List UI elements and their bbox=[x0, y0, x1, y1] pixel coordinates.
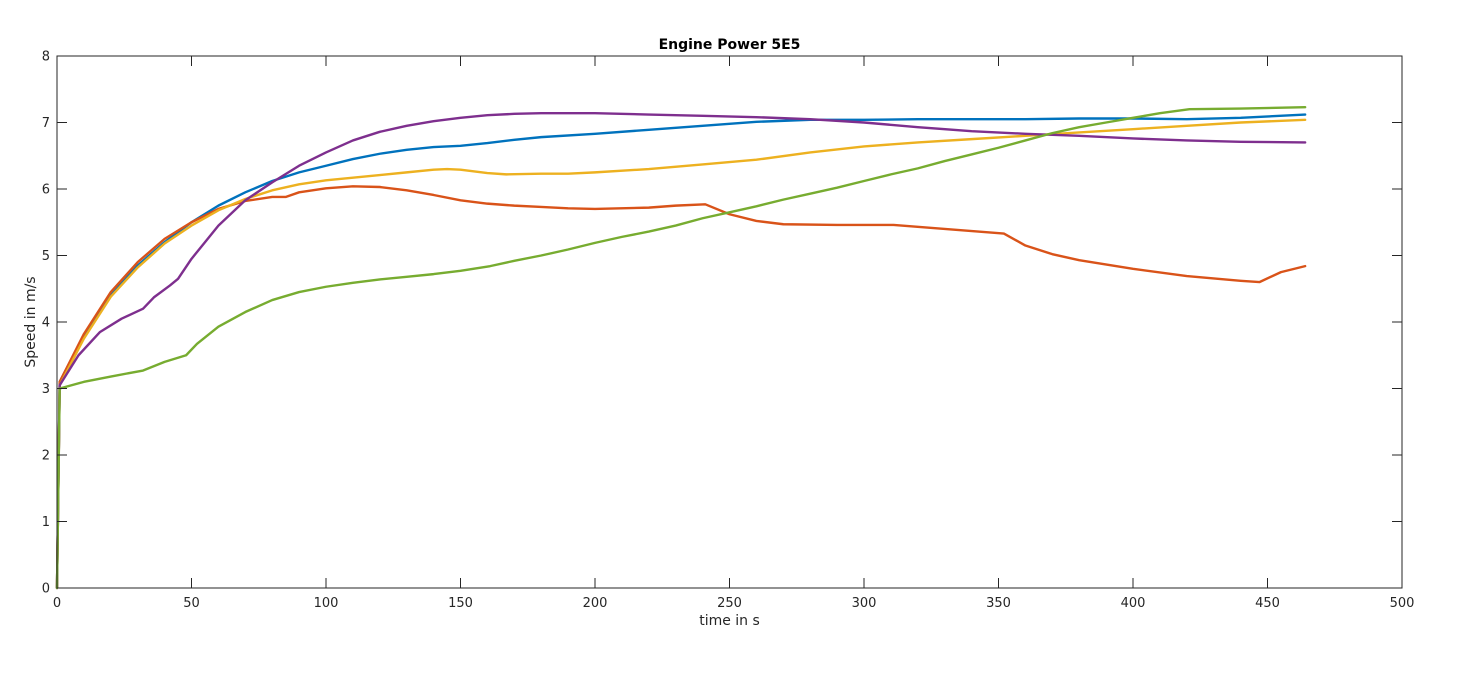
series-line-1 bbox=[55, 113, 1307, 590]
series-line-2 bbox=[55, 185, 1307, 590]
y-tick-label: 2 bbox=[42, 449, 50, 464]
x-axis-ticks: 0 50 100 150 200 250 300 350 400 450 500 bbox=[53, 56, 1415, 611]
y-tick-label: 6 bbox=[42, 183, 50, 198]
x-tick-label: 100 bbox=[314, 596, 339, 611]
y-tick-label: 7 bbox=[42, 116, 50, 131]
plot-area bbox=[57, 56, 1402, 588]
y-tick-label: 4 bbox=[42, 316, 50, 331]
x-tick-label: 200 bbox=[583, 596, 608, 611]
x-tick-label: 350 bbox=[986, 596, 1011, 611]
x-tick-label: 0 bbox=[53, 596, 61, 611]
x-tick-label: 250 bbox=[717, 596, 742, 611]
x-tick-label: 50 bbox=[183, 596, 200, 611]
chart-title: Engine Power 5E5 bbox=[659, 37, 801, 53]
y-axis-label: Speed in m/s bbox=[23, 276, 39, 367]
series-line-3 bbox=[55, 118, 1307, 590]
y-axis-ticks: 0 1 2 3 4 5 6 7 8 bbox=[42, 50, 1402, 597]
x-tick-label: 500 bbox=[1390, 596, 1415, 611]
x-tick-label: 150 bbox=[448, 596, 473, 611]
x-tick-label: 400 bbox=[1121, 596, 1146, 611]
y-tick-label: 5 bbox=[42, 249, 50, 264]
x-axis-label: time in s bbox=[699, 613, 760, 629]
series-line-4 bbox=[55, 111, 1307, 590]
y-tick-label: 1 bbox=[42, 515, 50, 530]
y-tick-label: 8 bbox=[42, 50, 50, 65]
y-tick-label: 3 bbox=[42, 382, 50, 397]
series-line-5 bbox=[55, 105, 1307, 590]
x-tick-label: 450 bbox=[1255, 596, 1280, 611]
x-tick-label: 300 bbox=[852, 596, 877, 611]
y-tick-label: 0 bbox=[42, 582, 50, 597]
series-layer bbox=[55, 105, 1307, 590]
